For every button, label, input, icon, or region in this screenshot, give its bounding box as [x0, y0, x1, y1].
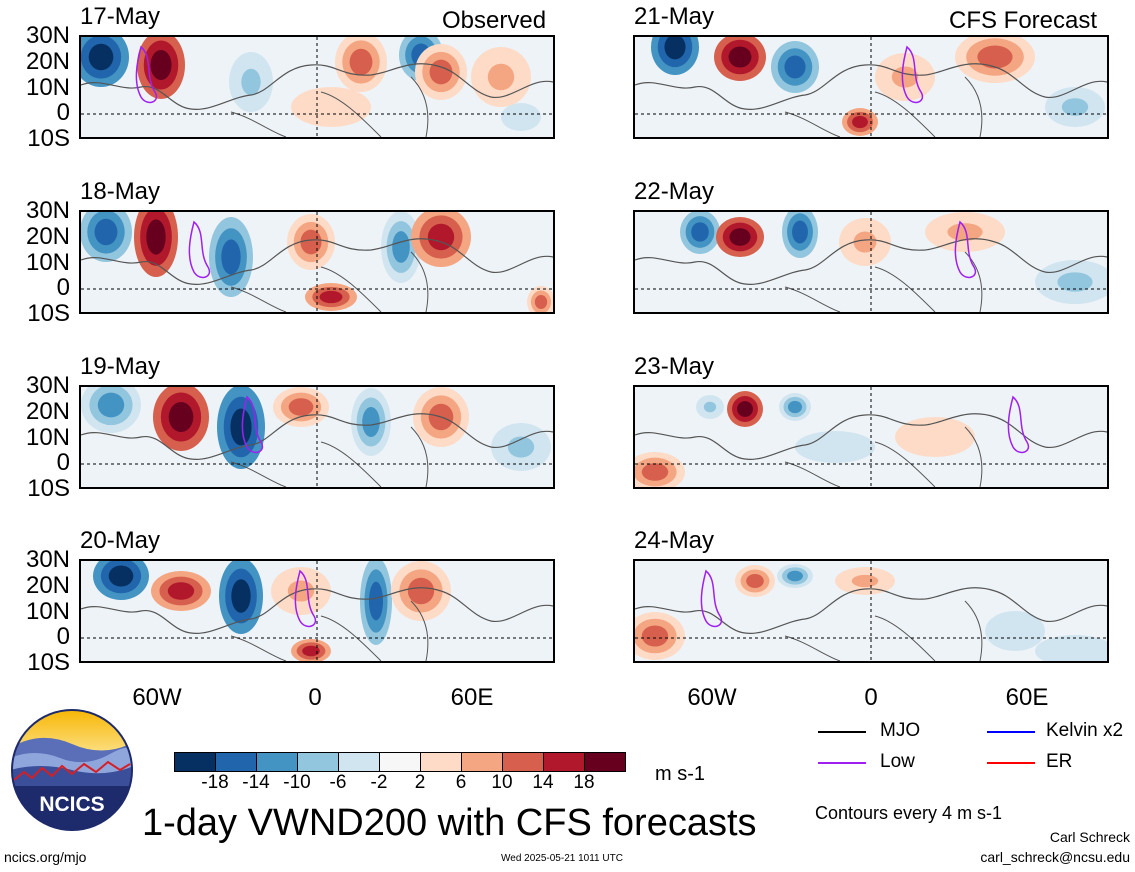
logo-text: NCICS — [39, 793, 104, 816]
footer-email: carl_schreck@ncsu.edu — [980, 849, 1130, 865]
legend-label-er: ER — [1046, 751, 1073, 772]
lat-label: 0 — [56, 99, 70, 126]
colorbar-tick-label: -6 — [329, 772, 347, 793]
legend-label-mjo: MJO — [880, 720, 921, 741]
lat-label: 30N — [25, 372, 70, 399]
panel-date-label: 23-May — [634, 353, 715, 380]
lat-label: 0 — [56, 449, 70, 476]
lat-label: 10S — [27, 125, 70, 152]
footer-timestamp: Wed 2025-05-21 1011 UTC — [501, 853, 623, 864]
colorbar-tick-label: -18 — [201, 772, 229, 793]
figure-title: 1-day VWND200 with CFS forecasts — [142, 802, 757, 844]
panel-date-label: 19-May — [80, 353, 161, 380]
colorbar-tick-label: 10 — [491, 772, 513, 793]
colorbar-tick-label: 18 — [573, 772, 595, 793]
map-panel-observed-1 — [79, 35, 555, 139]
colorbar-swatch — [461, 752, 503, 772]
lon-label-60w: 60W — [132, 684, 182, 711]
legend-label-low: Low — [880, 751, 915, 772]
map-panel-observed-4 — [79, 559, 555, 663]
lat-label: 30N — [25, 197, 70, 224]
footer-author: Carl Schreck — [1049, 829, 1130, 845]
legend-label-kelvin: Kelvin x2 — [1046, 720, 1124, 741]
observed-title: Observed — [442, 7, 547, 34]
map-panel-observed-3 — [79, 385, 555, 489]
lat-label: 10N — [25, 598, 70, 625]
lat-label: 20N — [25, 572, 70, 599]
panel-date-label: 22-May — [634, 178, 715, 205]
lat-label: 30N — [25, 22, 70, 49]
colorbar-swatch — [584, 752, 626, 772]
lat-label: 10S — [27, 649, 70, 676]
lat-label: 0 — [56, 623, 70, 650]
colorbar-swatch — [338, 752, 380, 772]
lat-label: 20N — [25, 223, 70, 250]
ncics-logo: NCICS — [10, 708, 134, 832]
lon-label-0: 0 — [308, 684, 322, 711]
lat-label: 10N — [25, 74, 70, 101]
lon-label-60w: 60W — [687, 684, 737, 711]
panel-date-label: 20-May — [80, 527, 161, 554]
colorbar-tick-label: 6 — [455, 772, 467, 793]
map-panel-forecast-4 — [633, 559, 1109, 663]
lon-label-0: 0 — [864, 684, 878, 711]
contour-note: Contours every 4 m s-1 — [815, 803, 1003, 823]
lat-label: 30N — [25, 546, 70, 573]
legend-line-kelvin — [987, 731, 1035, 733]
lon-label-60e: 60E — [1005, 684, 1049, 711]
colorbar-swatch — [420, 752, 462, 772]
map-panel-forecast-1 — [633, 35, 1109, 139]
legend-line-low — [818, 762, 866, 764]
colorbar-swatch — [543, 752, 585, 772]
lat-label: 10S — [27, 475, 70, 502]
map-panel-forecast-2 — [633, 210, 1109, 314]
lat-label: 10S — [27, 300, 70, 327]
lat-label: 10N — [25, 249, 70, 276]
colorbar-tick-label: -10 — [283, 772, 311, 793]
colorbar-tick-label: -14 — [242, 772, 270, 793]
lat-label: 20N — [25, 398, 70, 425]
colorbar-swatch — [174, 752, 216, 772]
map-panel-observed-2 — [79, 210, 555, 314]
colorbar-tick-label: 14 — [532, 772, 554, 793]
legend-line-mjo — [818, 731, 866, 733]
colorbar-swatch — [215, 752, 257, 772]
panel-date-label: 24-May — [634, 527, 715, 554]
colorbar-units: m s-1 — [655, 763, 705, 785]
colorbar-swatch — [297, 752, 339, 772]
footer-url: ncics.org/mjo — [4, 849, 87, 865]
map-panel-forecast-3 — [633, 385, 1109, 489]
lat-label: 0 — [56, 274, 70, 301]
lon-label-60e: 60E — [450, 684, 494, 711]
panel-date-label: 21-May — [634, 3, 715, 30]
colorbar-swatch — [256, 752, 298, 772]
panel-date-label: 17-May — [80, 3, 161, 30]
legend-line-er — [987, 762, 1035, 764]
colorbar-tick-label: 2 — [414, 772, 426, 793]
lat-label: 10N — [25, 424, 70, 451]
lat-label: 20N — [25, 48, 70, 75]
colorbar-swatch — [379, 752, 421, 772]
colorbar-swatch — [502, 752, 544, 772]
forecast-title: CFS Forecast — [949, 7, 1098, 34]
colorbar-tick-label: -2 — [370, 772, 388, 793]
panel-date-label: 18-May — [80, 178, 161, 205]
